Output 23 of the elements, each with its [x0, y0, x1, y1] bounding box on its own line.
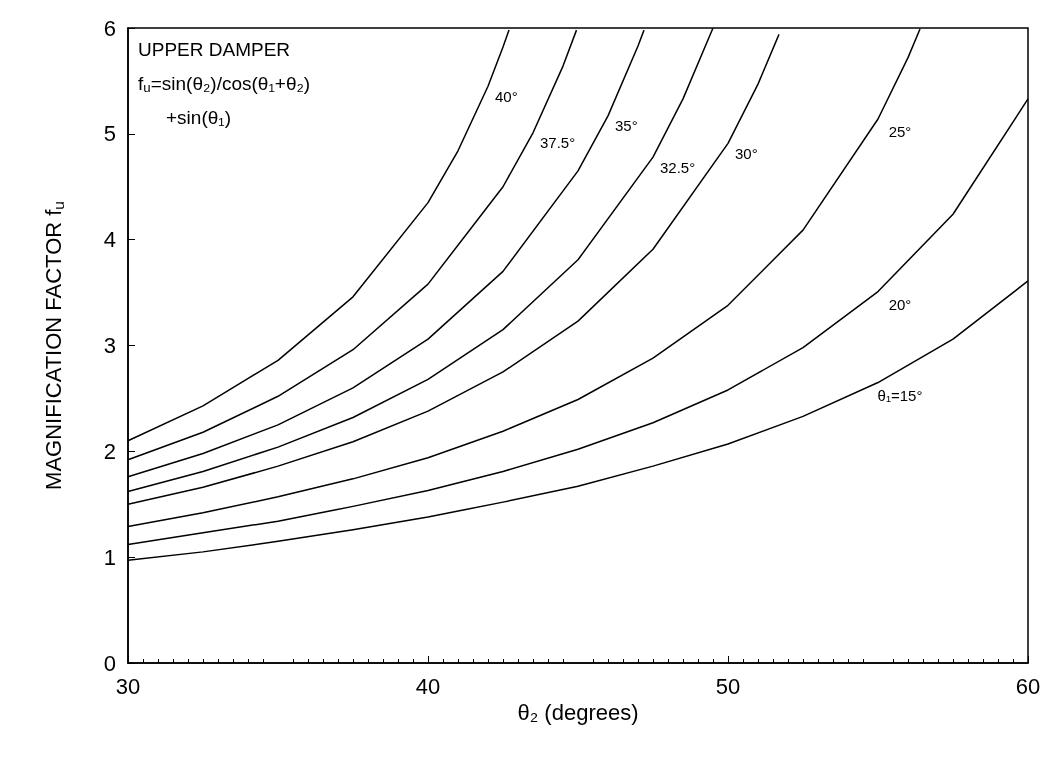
y-tick-label: 0: [103, 650, 116, 676]
x-tick-label: 30: [115, 673, 141, 699]
annotation: +sin(θ₁): [166, 107, 232, 128]
x-tick-label: 60: [1015, 673, 1041, 699]
series-label: 30°: [735, 144, 758, 162]
series-label: 35°: [615, 117, 638, 135]
y-tick-label: 6: [103, 15, 116, 41]
y-tick-label: 2: [103, 438, 116, 464]
y-tick-label: 5: [103, 121, 116, 147]
x-tick-label: 50: [715, 673, 741, 699]
y-tick-label: 3: [103, 333, 116, 358]
series-label: 25°: [888, 123, 912, 141]
series-label: 37.5°: [540, 134, 576, 152]
y-tick-label: 1: [103, 544, 116, 570]
series-label: 40°: [495, 87, 518, 105]
series-label: θ₁=15°: [877, 386, 923, 404]
annotation: UPPER DAMPER: [138, 39, 291, 60]
series-label: 32.5°: [660, 158, 696, 176]
y-tick-label: 4: [103, 227, 116, 253]
x-axis-title: θ₂ (degrees): [517, 700, 639, 726]
x-tick-label: 40: [415, 673, 441, 699]
y-axis-title: MAGNIFICATION FACTOR fu: [41, 201, 67, 490]
series-label: 20°: [888, 295, 912, 313]
